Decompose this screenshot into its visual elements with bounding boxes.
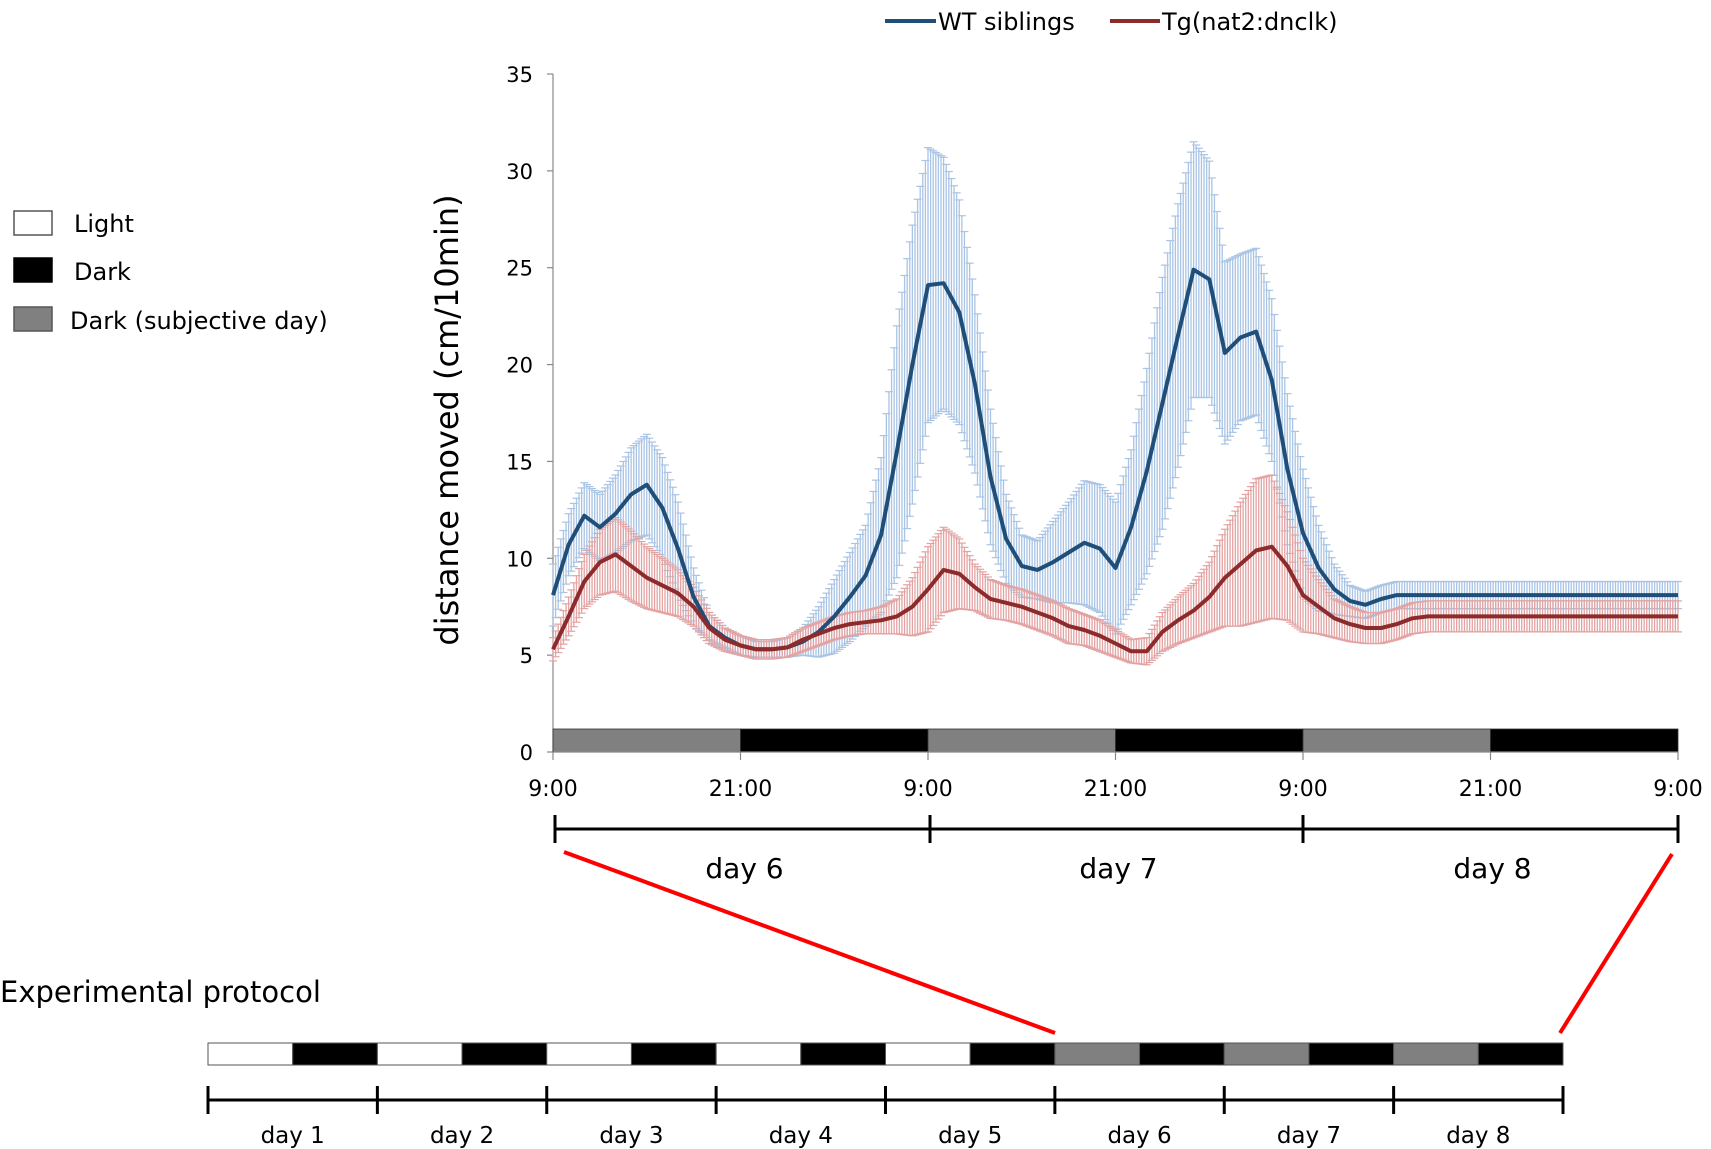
protocol-segment [207, 1042, 294, 1066]
y-tick-label: 25 [506, 257, 533, 281]
protocol-segment [630, 1042, 717, 1066]
protocol-segment [292, 1042, 378, 1066]
protocol-bar: day 1 day 2 day 3 day 4 day 5 day 6 day 7 day 8 [206, 1042, 1565, 1149]
protocol-day-label: day 3 [599, 1123, 663, 1149]
x-tick-label: 9:00 [1278, 777, 1327, 802]
y-tick-label: 5 [520, 644, 533, 668]
series-line-tg [551, 544, 1678, 654]
protocol-segment [969, 1042, 1056, 1066]
protocol-segment [1308, 1042, 1395, 1066]
day-label: day 7 [1079, 852, 1157, 885]
key-swatch-subjective [13, 306, 53, 332]
y-axis-label: distance moved (cm/10min) [428, 194, 466, 645]
light-bar-segment [1115, 728, 1304, 753]
light-bar-segment [927, 728, 1116, 753]
protocol-segment [1054, 1042, 1141, 1066]
y-tick-label: 35 [506, 63, 533, 87]
x-tick-label: 21:00 [1459, 777, 1522, 802]
x-tick-label: 9:00 [1653, 777, 1702, 802]
protocol-day-label: day 7 [1277, 1123, 1341, 1149]
x-axis: 9:00 21:00 9:00 21:00 9:00 21:00 9:00 [528, 751, 1703, 802]
y-tick-label: 20 [506, 354, 533, 378]
protocol-title: Experimental protocol [0, 975, 321, 1009]
day-label: day 6 [705, 852, 783, 885]
protocol-day-label: day 2 [430, 1123, 494, 1149]
key-label-light: Light [74, 210, 134, 238]
zoom-line-right [1558, 852, 1674, 1035]
protocol-segment [376, 1042, 463, 1066]
series-legend: WT siblings Tg(nat2:dnclk) [885, 8, 1338, 36]
light-bar-segment [1490, 728, 1679, 753]
error-bars [549, 141, 1682, 666]
x-tick-label: 9:00 [903, 777, 952, 802]
protocol-day-label: day 6 [1107, 1123, 1171, 1149]
key-label-subjective: Dark (subjective day) [70, 307, 328, 335]
protocol-day-label: day 4 [769, 1123, 833, 1149]
x-tick-label: 21:00 [709, 777, 772, 802]
day-scale: day 6 day 7 day 8 [553, 815, 1680, 885]
protocol-segment [1139, 1042, 1225, 1066]
x-tick-label: 21:00 [1084, 777, 1147, 802]
zoom-line-left [563, 850, 1056, 1035]
day-label: day 8 [1453, 852, 1531, 885]
light-bar-segment [1302, 728, 1491, 753]
y-tick-label: 30 [506, 160, 533, 184]
legend-label-wt: WT siblings [938, 8, 1075, 36]
legend-label-tg: Tg(nat2:dnclk) [1161, 8, 1338, 36]
y-axis: 0 5 10 15 20 25 30 35 [506, 63, 554, 765]
protocol-day-label: day 1 [261, 1123, 325, 1149]
x-tick-label: 9:00 [528, 777, 577, 802]
y-tick-label: 0 [520, 741, 533, 765]
protocol-segment [715, 1042, 802, 1066]
protocol-day-label: day 8 [1446, 1123, 1510, 1149]
protocol-segment [461, 1042, 548, 1066]
light-bar-segment [552, 728, 741, 753]
light-bar-segment [740, 728, 929, 753]
key-swatch-dark [13, 257, 53, 283]
light-regime-bar [552, 728, 1679, 753]
protocol-segment [1393, 1042, 1479, 1066]
protocol-day-label: day 5 [938, 1123, 1002, 1149]
key-swatch-light [13, 210, 53, 236]
light-dark-key: Light Dark Dark (subjective day) [13, 210, 328, 335]
y-tick-label: 15 [506, 450, 533, 474]
key-label-dark: Dark [74, 258, 131, 286]
protocol-segment [1223, 1042, 1310, 1066]
protocol-segment [800, 1042, 886, 1066]
series-lines [551, 267, 1678, 654]
protocol-segment [546, 1042, 632, 1066]
y-tick-label: 10 [506, 547, 533, 571]
protocol-segment [1477, 1042, 1564, 1066]
protocol-segment [885, 1042, 971, 1066]
